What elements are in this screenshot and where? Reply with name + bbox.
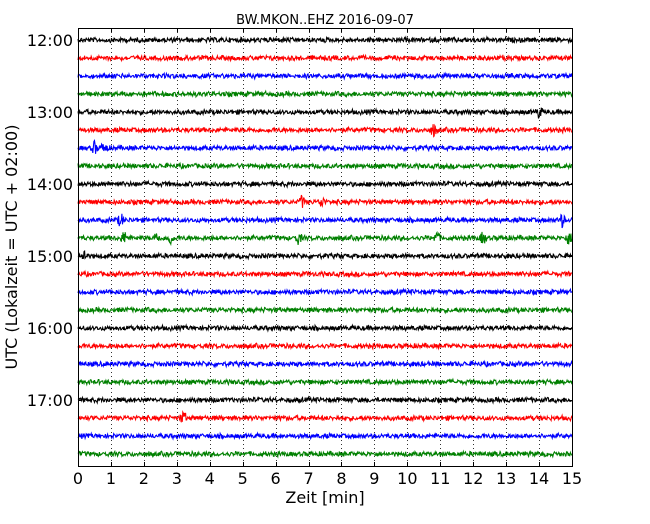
trace-1645 bbox=[77, 377, 573, 387]
y-tick-label: 13:00 bbox=[27, 103, 73, 122]
x-tick-label: 3 bbox=[172, 469, 182, 488]
x-tick-label: 12 bbox=[463, 469, 483, 488]
x-tick-label: 5 bbox=[238, 469, 248, 488]
chart-title: BW.MKON..EHZ 2016-09-07 bbox=[236, 13, 414, 28]
trace-1700 bbox=[77, 395, 573, 405]
trace-1745 bbox=[77, 449, 573, 459]
y-tick-label: 12:00 bbox=[27, 31, 73, 50]
trace-1400 bbox=[77, 179, 573, 189]
x-tick-label: 15 bbox=[562, 469, 582, 488]
x-axis-label: Zeit [min] bbox=[285, 488, 364, 507]
y-axis-label: UTC (Lokalzeit = UTC + 02:00) bbox=[2, 125, 21, 370]
trace-1300 bbox=[77, 107, 573, 119]
trace-1430 bbox=[77, 213, 573, 229]
trace-1200 bbox=[77, 35, 573, 45]
y-tick-label: 14:00 bbox=[27, 175, 73, 194]
trace-1600 bbox=[77, 323, 573, 333]
x-tick-label: 11 bbox=[430, 469, 450, 488]
ticks-layer: 0 1 2 3 4 5 6 7 8 9 10 11 12 13 14 1512:0013:0014:0015:… bbox=[27, 28, 582, 488]
x-tick-label: 1 bbox=[106, 469, 116, 488]
traces-layer bbox=[77, 35, 573, 459]
y-tick-label: 15:00 bbox=[27, 247, 73, 266]
y-tick-label: 16:00 bbox=[27, 319, 73, 338]
plot-frame bbox=[78, 28, 573, 467]
trace-1445 bbox=[77, 230, 573, 247]
x-tick-label: 8 bbox=[336, 469, 346, 488]
trace-1345 bbox=[77, 161, 573, 171]
trace-1545 bbox=[77, 305, 573, 315]
x-tick-label: 4 bbox=[205, 469, 215, 488]
trace-1330 bbox=[77, 138, 573, 154]
x-tick-label: 14 bbox=[529, 469, 549, 488]
trace-1500 bbox=[77, 249, 573, 261]
trace-1315 bbox=[77, 123, 573, 138]
x-tick-label: 6 bbox=[271, 469, 281, 488]
trace-1615 bbox=[77, 341, 573, 351]
trace-1730 bbox=[77, 431, 573, 441]
y-tick-label: 17:00 bbox=[27, 391, 73, 410]
x-tick-label: 7 bbox=[303, 469, 313, 488]
trace-1245 bbox=[77, 89, 573, 99]
trace-1215 bbox=[77, 53, 573, 63]
x-tick-label: 2 bbox=[139, 469, 149, 488]
trace-1230 bbox=[77, 71, 573, 81]
trace-1515 bbox=[77, 269, 573, 279]
x-tick-label: 13 bbox=[496, 469, 516, 488]
trace-1530 bbox=[77, 287, 573, 297]
x-tick-label: 0 bbox=[73, 469, 83, 488]
trace-1415 bbox=[77, 194, 573, 209]
x-tick-label: 10 bbox=[397, 469, 417, 488]
trace-1630 bbox=[77, 359, 573, 369]
x-tick-label: 9 bbox=[369, 469, 379, 488]
trace-1715 bbox=[77, 409, 573, 423]
